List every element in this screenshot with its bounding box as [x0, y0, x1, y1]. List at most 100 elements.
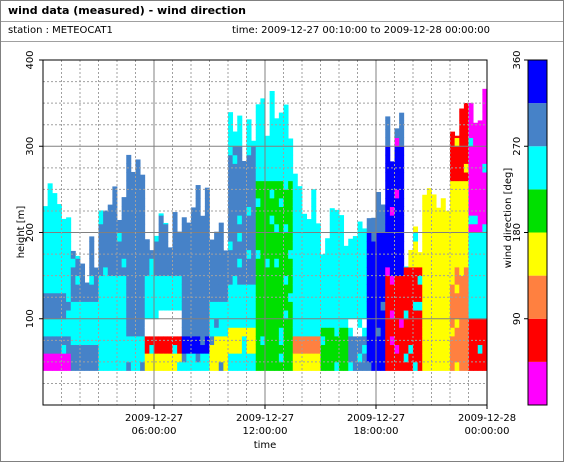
heatmap-cell: [320, 267, 326, 277]
heatmap-cell: [315, 232, 321, 242]
heatmap-cell: [112, 223, 118, 233]
heatmap-cell: [56, 267, 62, 277]
heatmap-cell: [52, 292, 58, 302]
heatmap-cell: [255, 120, 261, 130]
heatmap-cell: [241, 310, 247, 320]
heatmap-cell: [292, 267, 298, 277]
heatmap-cell: [121, 310, 127, 320]
heatmap-cell: [269, 258, 275, 268]
heatmap-cell: [334, 258, 340, 268]
heatmap-cell: [459, 318, 465, 328]
heatmap-cell: [366, 361, 372, 371]
heatmap-cell: [260, 361, 266, 371]
heatmap-cell: [362, 228, 368, 233]
heatmap-cell: [413, 241, 419, 251]
heatmap-cell: [417, 310, 423, 320]
heatmap-cell: [144, 284, 150, 294]
heatmap-cell: [343, 361, 349, 371]
heatmap-cell: [237, 284, 243, 294]
heatmap-cell: [241, 180, 247, 190]
heatmap-cell: [473, 154, 479, 164]
heatmap-cell: [320, 344, 326, 354]
heatmap-cell: [482, 94, 488, 104]
heatmap-cell: [371, 232, 377, 242]
heatmap-cell: [121, 318, 127, 328]
heatmap-cell: [246, 172, 252, 182]
heatmap-cell: [288, 241, 294, 251]
heatmap-cell: [371, 327, 377, 337]
heatmap-cell: [186, 241, 192, 251]
heatmap-cell: [228, 327, 234, 337]
heatmap-cell: [431, 267, 437, 277]
heatmap-cell: [399, 267, 405, 277]
heatmap-cell: [339, 232, 345, 242]
heatmap-cell: [477, 241, 483, 251]
heatmap-cell: [89, 310, 95, 320]
heatmap-cell: [302, 213, 308, 216]
heatmap-cell: [255, 172, 261, 182]
heatmap-cell: [246, 292, 252, 302]
heatmap-cell: [241, 275, 247, 285]
heatmap-cell: [302, 353, 308, 363]
heatmap-cell: [181, 232, 187, 242]
heatmap-cell: [260, 172, 266, 182]
heatmap-cell: [278, 344, 284, 354]
heatmap-cell: [468, 137, 474, 147]
heatmap-cell: [255, 163, 261, 173]
heatmap-cell: [177, 232, 183, 242]
heatmap-cell: [440, 301, 446, 311]
heatmap-cell: [121, 301, 127, 311]
heatmap-cell: [399, 129, 405, 139]
heatmap-cell: [260, 310, 266, 320]
heatmap-cell: [251, 146, 257, 156]
heatmap-cell: [158, 232, 164, 242]
heatmap-cell: [66, 217, 72, 225]
heatmap-cell: [195, 292, 201, 302]
heatmap-cell: [431, 275, 437, 285]
heatmap-cell: [339, 353, 345, 363]
heatmap-cell: [130, 241, 136, 251]
heatmap-cell: [93, 310, 99, 320]
heatmap-cell: [158, 353, 164, 363]
heatmap-cell: [140, 215, 146, 225]
heatmap-cell: [385, 275, 391, 285]
heatmap-cell: [292, 215, 298, 225]
heatmap-cell: [278, 318, 284, 328]
heatmap-cell: [292, 301, 298, 311]
heatmap-cell: [140, 174, 146, 182]
heatmap-cell: [302, 275, 308, 285]
heatmap-cell: [297, 267, 303, 277]
heatmap-cell: [181, 361, 187, 371]
heatmap-cell: [186, 258, 192, 268]
heatmap-cell: [80, 353, 86, 363]
heatmap-cell: [232, 198, 238, 208]
heatmap-cell: [482, 241, 488, 251]
heatmap-cell: [89, 344, 95, 354]
heatmap-cell: [103, 327, 109, 337]
heatmap-cell: [144, 318, 150, 328]
heatmap-cell: [117, 267, 123, 277]
heatmap-cell: [417, 327, 423, 337]
heatmap-cell: [339, 223, 345, 233]
heatmap-cell: [473, 223, 479, 233]
heatmap-cell: [283, 284, 289, 294]
heatmap-cell: [135, 301, 141, 311]
heatmap-cell: [376, 249, 382, 259]
heatmap-cell: [255, 137, 261, 147]
heatmap-cell: [362, 301, 368, 311]
heatmap-cell: [43, 353, 49, 363]
heatmap-cell: [362, 353, 368, 363]
heatmap-cell: [163, 301, 169, 311]
heatmap-cell: [255, 301, 261, 311]
heatmap-cell: [204, 275, 210, 285]
heatmap-cell: [417, 267, 423, 277]
heatmap-cell: [450, 232, 456, 242]
heatmap-cell: [302, 318, 308, 328]
heatmap-cell: [269, 232, 275, 242]
heatmap-cell: [265, 154, 271, 164]
heatmap-cell: [121, 215, 127, 225]
x-tick-date: 2009-12-27: [125, 413, 183, 424]
heatmap-cell: [117, 301, 123, 311]
heatmap-cell: [385, 258, 391, 268]
